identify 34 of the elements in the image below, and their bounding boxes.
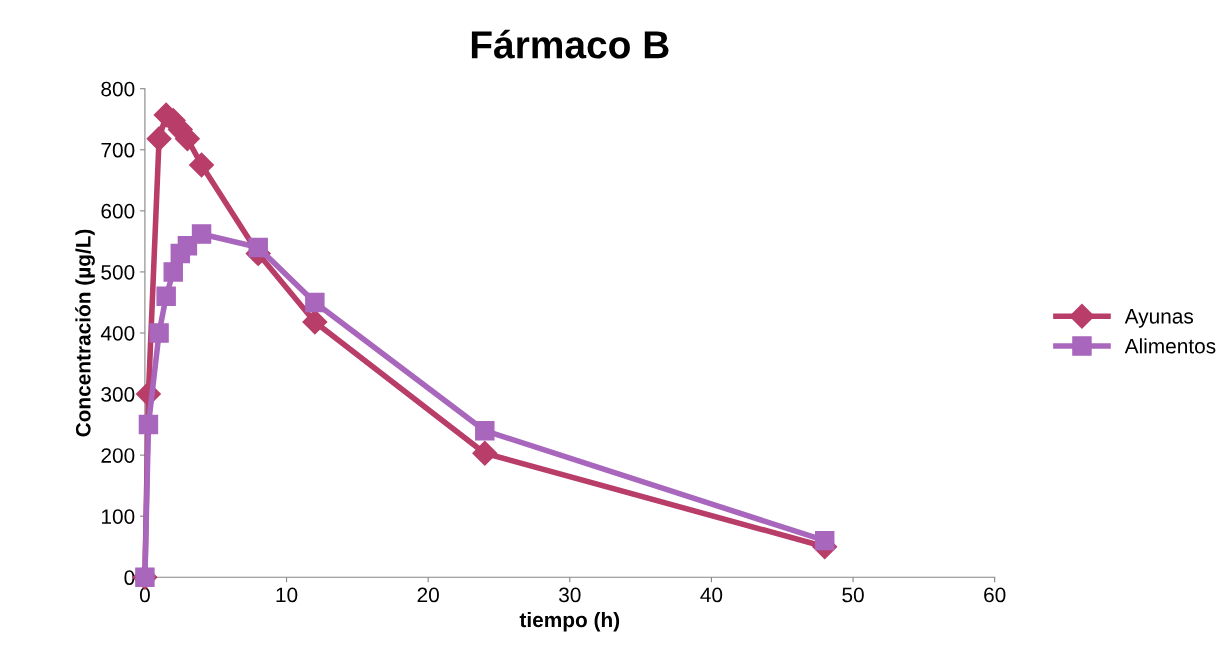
x-tick-label: 60 bbox=[984, 587, 1006, 603]
y-tick-label: 400 bbox=[100, 325, 135, 341]
legend-label: Alimentos bbox=[1124, 338, 1216, 354]
point bbox=[191, 224, 212, 244]
point bbox=[156, 286, 176, 307]
x-tick-label: 0 bbox=[139, 587, 150, 603]
point bbox=[248, 237, 268, 258]
x-tick-label: 30 bbox=[559, 587, 581, 603]
y-tick-label: 500 bbox=[101, 264, 135, 280]
y-tick-label: 100 bbox=[102, 509, 135, 524]
point bbox=[815, 530, 835, 551]
x-tick-label: 50 bbox=[842, 587, 864, 603]
point bbox=[472, 440, 498, 466]
x-axis-title: tiempo (h) bbox=[519, 611, 620, 632]
y-tick-label: 800 bbox=[101, 81, 135, 97]
y-tick-label: 300 bbox=[101, 387, 135, 402]
y-tick-label: 700 bbox=[101, 142, 135, 158]
point bbox=[189, 152, 215, 178]
y-tick-label: 600 bbox=[101, 203, 135, 219]
point bbox=[146, 126, 172, 152]
x-tick-label: 40 bbox=[700, 587, 723, 603]
point bbox=[149, 323, 169, 343]
point bbox=[475, 420, 495, 441]
point bbox=[138, 414, 159, 435]
y-tick-label: 200 bbox=[101, 448, 135, 463]
chart-title: Fármaco B bbox=[471, 29, 669, 59]
y-axis-title: Concentración (µg/L) bbox=[75, 229, 95, 437]
legend-label: Ayunas bbox=[1124, 309, 1194, 328]
x-tick-label: 20 bbox=[417, 587, 439, 603]
point bbox=[305, 292, 325, 313]
point bbox=[163, 262, 183, 282]
y-tick-label: 0 bbox=[124, 570, 135, 586]
point bbox=[302, 309, 328, 335]
x-tick-label: 10 bbox=[276, 587, 298, 603]
